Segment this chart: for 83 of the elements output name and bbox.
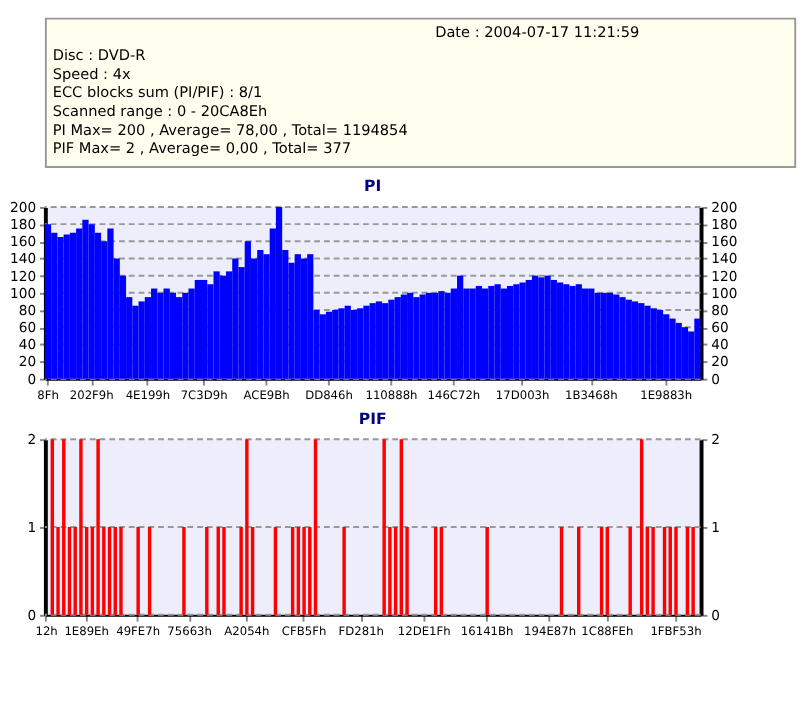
bar [519, 282, 526, 379]
bar [488, 285, 495, 379]
bar [76, 228, 83, 379]
bar [513, 284, 520, 379]
bar [388, 299, 395, 379]
bar [107, 228, 114, 379]
bar [400, 294, 408, 379]
bar [88, 224, 95, 379]
bar [300, 258, 308, 379]
bar [201, 279, 208, 379]
bar [219, 275, 226, 379]
bar [613, 294, 620, 379]
bar [151, 288, 158, 379]
bar [275, 206, 283, 379]
bar [563, 284, 570, 379]
bar [482, 288, 489, 379]
bar [244, 241, 251, 379]
bar [407, 292, 414, 379]
bar [132, 305, 139, 379]
bar [625, 299, 632, 379]
bar [419, 294, 426, 379]
bar [382, 303, 389, 379]
bar [638, 303, 645, 379]
bar [338, 308, 345, 379]
bar [51, 232, 58, 379]
bar [319, 314, 326, 379]
bar [469, 288, 476, 379]
bar [44, 224, 52, 379]
bar [182, 292, 189, 379]
bar [363, 305, 370, 379]
bar [294, 254, 301, 379]
bar [694, 318, 701, 379]
bar [506, 285, 514, 379]
bar [457, 275, 464, 379]
bar [57, 237, 64, 379]
bar [675, 322, 682, 379]
bar [569, 285, 576, 379]
bar [500, 288, 507, 379]
bar [444, 292, 451, 379]
bar [681, 327, 689, 379]
bar [413, 297, 420, 379]
bar [194, 279, 201, 379]
bar [594, 292, 601, 379]
bar [544, 275, 551, 379]
bar [556, 282, 564, 379]
chart-title: PIF [358, 409, 387, 428]
bar [550, 279, 557, 379]
bar [232, 258, 239, 379]
bar [138, 301, 145, 379]
bar [332, 310, 339, 379]
chart-title: PI [364, 177, 382, 196]
bar [307, 254, 314, 379]
bar [525, 279, 532, 379]
bar [644, 305, 651, 379]
bar [344, 305, 351, 379]
bar [650, 308, 657, 379]
bar [144, 297, 152, 379]
bar [581, 288, 589, 379]
bar [669, 318, 676, 379]
bar [357, 308, 364, 379]
bar [188, 288, 195, 379]
bar [213, 271, 220, 379]
bar [538, 277, 545, 379]
bar [600, 292, 607, 379]
bar [394, 297, 401, 379]
bar [257, 249, 264, 379]
bar [169, 292, 177, 379]
bar [663, 314, 670, 379]
bar [63, 234, 70, 379]
bar [163, 288, 170, 379]
bar [588, 288, 595, 379]
bar [157, 292, 164, 379]
bar [82, 219, 89, 379]
bar [531, 275, 539, 379]
bar [619, 297, 626, 379]
bar [438, 291, 445, 379]
bar [369, 303, 376, 379]
bar [575, 284, 582, 379]
bar [494, 284, 501, 379]
bar [176, 297, 183, 379]
bar [475, 285, 483, 379]
bar [432, 292, 439, 379]
bar [425, 292, 433, 379]
